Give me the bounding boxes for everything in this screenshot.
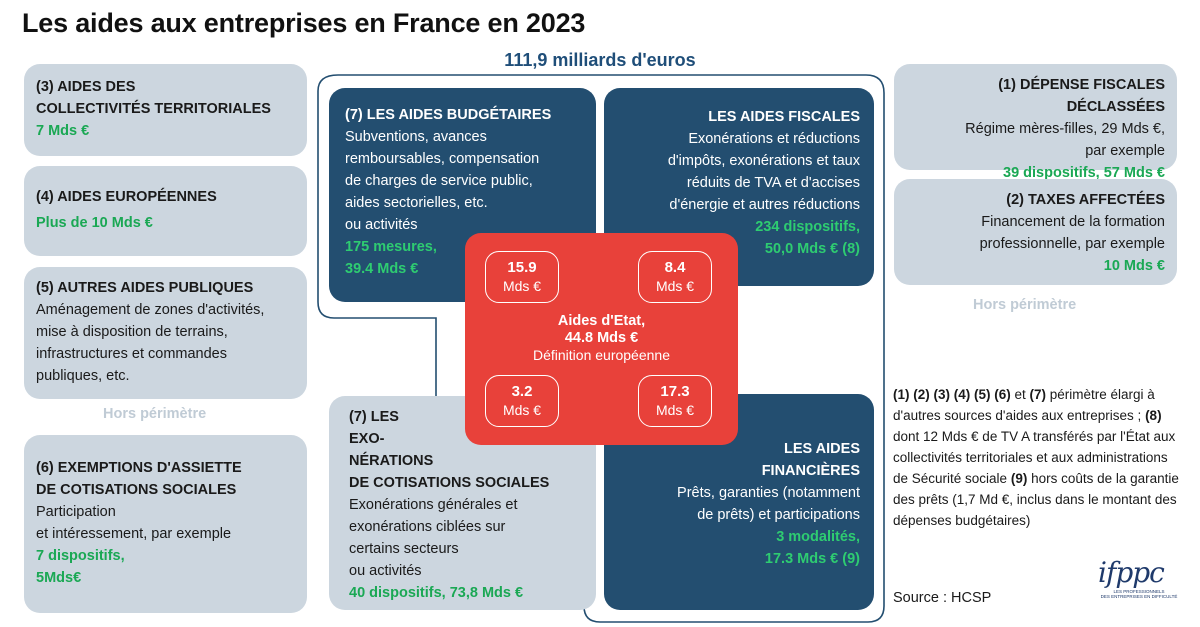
card-autres-aides-line: mise à disposition de terrains,	[36, 324, 228, 340]
card-depense-fiscales-line: par exemple	[1085, 143, 1165, 159]
footnote-text: hors coûts de la garantie des prêts (1,7…	[893, 471, 1179, 528]
aides-etat-label: Aides d'Etat, 44.8 Mds € Définition euro…	[465, 313, 738, 364]
card-autres-aides-title: (5) AUTRES AIDES PUBLIQUES	[36, 280, 254, 296]
card-aides-budgetaires-green-1: 175 mesures,	[345, 239, 437, 255]
card-aides-fiscales-line: d'énergie et autres réductions	[669, 197, 860, 213]
card-exonerations-line: ou activités	[349, 563, 422, 579]
card-aides-budgetaires-line: ou activités	[345, 217, 418, 233]
card-aides-fiscales-line: Exonérations et réductions	[688, 131, 860, 147]
card-aides-financieres-green-1: 3 modalités,	[776, 529, 860, 545]
footnotes: (1) (2) (3) (4) (5) (6) et (7) périmètre…	[893, 384, 1183, 531]
card-europeennes: (4) AIDES EUROPÉENNES Plus de 10 Mds €	[24, 166, 307, 256]
pill-value: 15.9	[507, 259, 537, 276]
logo-word: ifppc	[1098, 556, 1165, 589]
card-collectivites: (3) AIDES DES COLLECTIVITÉS TERRITORIALE…	[24, 64, 307, 156]
footnote-text: périmètre élargi à d'autres sources d'ai…	[893, 387, 1155, 423]
card-exonerations-line: Exonérations générales et	[349, 497, 518, 513]
footnote-ref: (8)	[1145, 408, 1162, 423]
pill-unit: Mds €	[655, 402, 695, 418]
footnote-text: et	[1010, 387, 1030, 402]
card-aides-budgetaires-title: (7) LES AIDES BUDGÉTAIRES	[345, 107, 552, 123]
card-taxes-affectees-green: 10 Mds €	[1103, 258, 1165, 274]
footnote-ref: (9)	[1010, 471, 1028, 486]
footnote-text: dont 12 Mds € de TV A transférés par l'É…	[893, 429, 1176, 486]
hors-perimetre-right: Hors périmètre	[973, 297, 1077, 313]
footnote-ref: (7)	[1029, 387, 1047, 402]
card-taxes-affectees-line: Financement de la formation	[981, 214, 1165, 230]
pill-value: 3.2	[511, 383, 533, 400]
card-exemptions-green-2: 5Mds€	[36, 570, 82, 586]
card-aides-budgetaires-green-2: 39.4 Mds €	[345, 261, 419, 277]
card-taxes-affectees-title: (2) TAXES AFFECTÉES	[1006, 192, 1165, 208]
page-title: Les aides aux entreprises en France en 2…	[22, 8, 586, 38]
pill-unit: Mds €	[655, 278, 695, 294]
card-europeennes-title: (4) AIDES EUROPÉENNES	[36, 189, 217, 205]
card-aides-financieres-title: LES AIDES	[783, 441, 860, 457]
card-exemptions-line: et intéressement, par exemple	[36, 526, 232, 542]
aides-etat-line-3: Définition européenne	[533, 347, 670, 363]
card-autres-aides-line: publiques, etc.	[36, 368, 130, 384]
card-depense-fiscales-line: Régime mères-filles, 29 Mds €,	[965, 121, 1165, 137]
aides-etat-line-2: 44.8 Mds €	[564, 330, 639, 346]
card-exemptions-line: Participation	[36, 504, 116, 520]
card-aides-budgetaires-line: de charges de service public,	[345, 173, 533, 189]
pill-unit: Mds €	[502, 402, 542, 418]
card-aides-fiscales-title: LES AIDES FISCALES	[708, 109, 860, 125]
source-label: Source : HCSP	[893, 590, 992, 606]
logo-subtitle-2: DES ENTREPRISES EN DIFFICULTÉ	[1100, 594, 1178, 599]
card-taxes-affectees: (2) TAXES AFFECTÉES Financement de la fo…	[894, 179, 1177, 285]
pill-financieres: 17.3 Mds €	[638, 375, 712, 427]
card-exemptions-title-2: DE COTISATIONS SOCIALES	[36, 482, 237, 498]
card-exonerations-line: exonérations ciblées sur	[349, 519, 506, 535]
card-aides-financieres-line: de prêts) et participations	[697, 507, 860, 523]
card-depense-fiscales-green: 39 dispositifs, 57 Mds €	[1003, 165, 1165, 181]
card-exonerations-title: EXO-	[349, 431, 385, 447]
card-taxes-affectees-line: professionnelle, par exemple	[979, 236, 1165, 252]
card-exonerations-title: DE COTISATIONS SOCIALES	[349, 475, 550, 491]
card-aides-financieres-title: FINANCIÈRES	[761, 463, 860, 479]
footnote-ref: (1) (2) (3) (4) (5) (6)	[893, 387, 1011, 402]
card-collectivites-amount: 7 Mds €	[36, 123, 90, 139]
card-aides-fiscales-green-2: 50,0 Mds € (8)	[764, 241, 860, 257]
card-exemptions-title-1: (6) EXEMPTIONS D'ASSIETTE	[36, 460, 242, 476]
pill-value: 8.4	[664, 259, 686, 276]
aides-etat-box: 15.9 Mds € 8.4 Mds € Aides d'Etat, 44.8 …	[465, 233, 738, 445]
pill-unit: Mds €	[502, 278, 542, 294]
card-depense-fiscales-title: (1) DÉPENSE FISCALES DÉCLASSÉES	[998, 77, 1165, 115]
card-autres-aides-line: Aménagement de zones d'activités,	[36, 302, 265, 318]
card-autres-aides: (5) AUTRES AIDES PUBLIQUES Aménagement d…	[24, 267, 307, 399]
card-collectivites-title-1: (3) AIDES DES	[36, 79, 136, 95]
logo-subtitle-1: LES PROFESSIONNELS	[1113, 589, 1165, 594]
card-aides-fiscales-line: réduits de TVA et d'accises	[686, 175, 860, 191]
ifppc-logo: ifppc LES PROFESSIONNELS DES ENTREPRISES…	[1098, 556, 1180, 612]
card-aides-fiscales-green-1: 234 dispositifs,	[755, 219, 860, 235]
card-aides-fiscales: LES AIDES FISCALES Exonérations et réduc…	[604, 88, 874, 286]
hors-perimetre-left: Hors périmètre	[103, 406, 207, 422]
aides-etat-line-1: Aides d'Etat,	[557, 313, 646, 329]
card-exemptions-green-1: 7 dispositifs,	[36, 548, 125, 564]
card-collectivites-title-2: COLLECTIVITÉS TERRITORIALES	[36, 101, 271, 117]
card-aides-budgetaires-line: aides sectorielles, etc.	[345, 195, 488, 211]
card-autres-aides-line: infrastructures et commandes	[36, 346, 227, 362]
card-aides-financieres-green-2: 17.3 Mds € (9)	[764, 551, 860, 567]
card-exonerations-title: NÉRATIONS	[349, 453, 434, 469]
card-aides-financieres-line: Prêts, garanties (notamment	[677, 485, 860, 501]
card-exonerations-green: 40 dispositifs, 73,8 Mds €	[349, 585, 524, 601]
pill-exonerations: 3.2 Mds €	[485, 375, 559, 427]
total-amount: 111,9 milliards d'euros	[504, 50, 696, 70]
card-exonerations-title: (7) LES	[349, 409, 399, 425]
card-aides-fiscales-line: d'impôts, exonérations et taux	[667, 153, 860, 169]
card-exemptions: (6) EXEMPTIONS D'ASSIETTE DE COTISATIONS…	[24, 435, 307, 613]
card-aides-budgetaires-line: Subventions, avances	[345, 129, 487, 145]
pill-value: 17.3	[660, 383, 690, 400]
pill-budgetaires: 15.9 Mds €	[485, 251, 559, 303]
card-depense-fiscales: (1) DÉPENSE FISCALES DÉCLASSÉES Régime m…	[894, 64, 1177, 181]
card-europeennes-amount: Plus de 10 Mds €	[36, 215, 153, 231]
card-exonerations: (7) LES EXO- NÉRATIONS DE COTISATIONS SO…	[329, 396, 596, 610]
card-aides-budgetaires-line: remboursables, compensation	[345, 151, 540, 167]
card-exonerations-line: certains secteurs	[349, 541, 459, 557]
pill-fiscales: 8.4 Mds €	[638, 251, 712, 303]
